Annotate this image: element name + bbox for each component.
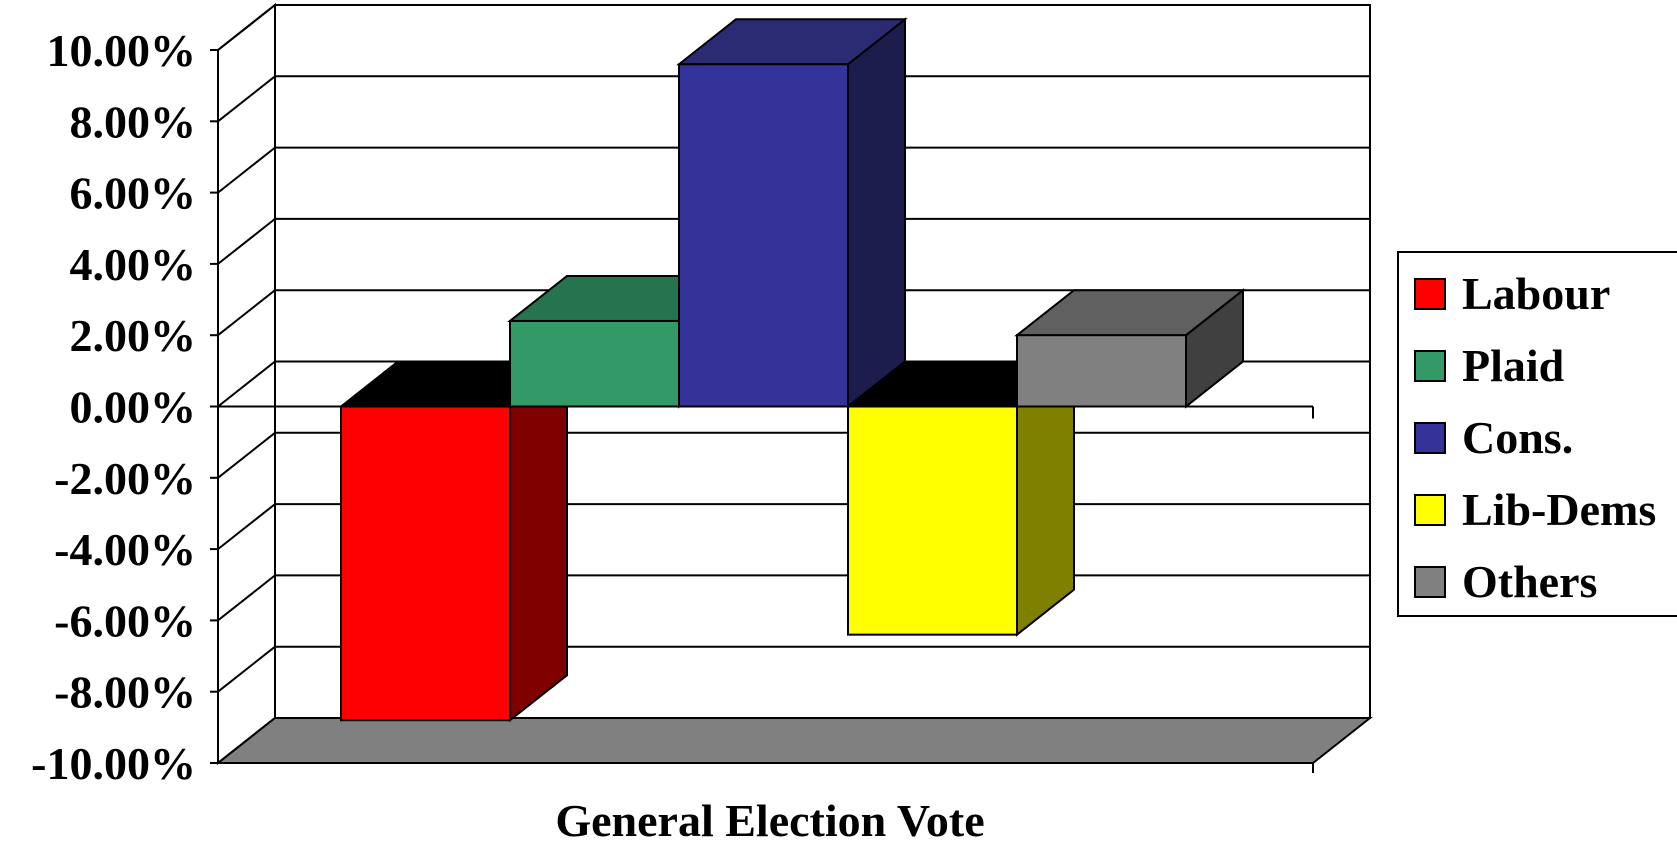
legend-swatch [1414,350,1446,382]
legend-item: Others [1414,556,1597,607]
bar-side-face [847,17,906,409]
y-tick-label: 2.00% [70,310,197,361]
side-gridline [217,574,276,622]
x-axis-label: General Election Vote [555,795,984,842]
y-tick-label: -4.00% [54,524,196,575]
side-gridline [217,289,276,336]
floor-plane [215,717,1373,764]
bar-lib-dems [845,359,1077,637]
bar-front-face [1016,334,1187,408]
y-tick-label: -8.00% [54,667,196,718]
chart-floor [215,717,1373,773]
legend-swatch [1414,278,1446,310]
side-gridline [217,218,276,265]
legend-swatch [1414,566,1446,598]
side-gridline [217,4,276,51]
y-tick-label: 4.00% [70,239,197,290]
legend-label: Labour [1462,268,1610,319]
side-gridline [217,75,276,123]
legend: Labour Plaid Cons. Lib-Dems Others [1397,251,1677,617]
bar-front-face [847,405,1018,636]
bar-side-face [509,359,568,723]
y-axis-tick-labels: 10.00% 8.00% 6.00% 4.00% 2.00% 0.00% -2.00% -4.… [31,25,196,789]
legend-swatch [1414,494,1446,526]
bar-cons- [676,17,908,409]
y-tick-label: 8.00% [70,96,197,147]
y-tick-label: -6.00% [54,595,196,646]
bar-labour [338,359,570,723]
legend-item: Lib-Dems [1414,484,1656,535]
legend-label: Others [1462,556,1597,607]
legend-label: Plaid [1462,340,1565,391]
bars [338,17,1246,723]
legend-item: Cons. [1414,412,1573,463]
y-tick-label: 6.00% [70,168,197,219]
bar-front-face [340,405,511,722]
bar-others [1014,288,1246,409]
side-gridline [217,432,276,479]
bar-front-face [678,63,849,408]
bar-front-face [509,319,680,408]
side-gridline [217,146,276,194]
side-gridline [217,360,276,408]
y-tick-label: -2.00% [54,453,196,504]
y-tick-label: 0.00% [70,382,197,433]
legend-swatch [1414,422,1446,454]
side-gridline [217,503,276,550]
legend-label: Lib-Dems [1462,484,1656,535]
legend-item: Plaid [1414,340,1565,391]
legend-item: Labour [1414,268,1610,319]
legend-label: Cons. [1462,412,1573,463]
y-tick-label: -10.00% [31,738,196,789]
y-tick-label: 10.00% [47,25,197,76]
side-gridline [217,645,276,693]
